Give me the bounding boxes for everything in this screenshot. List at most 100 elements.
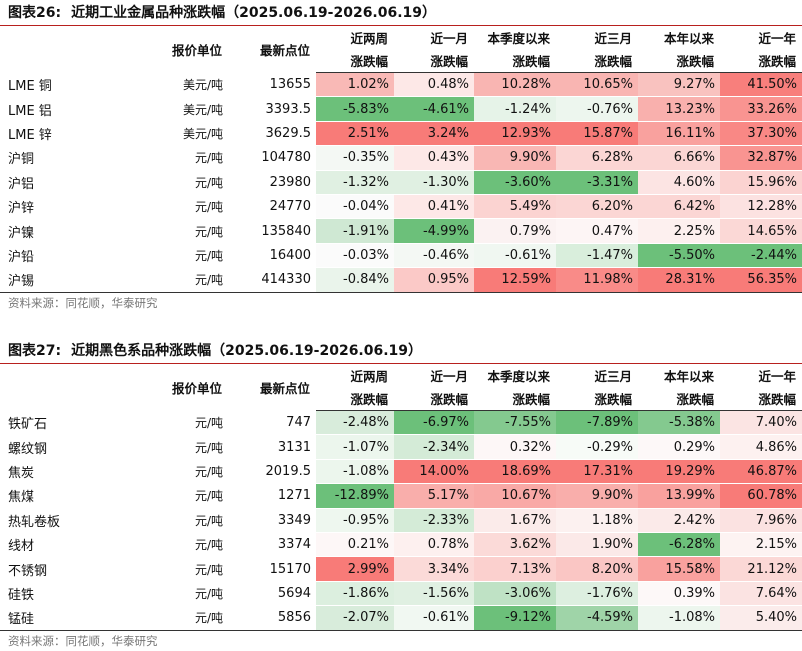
change-cell: -1.56% — [394, 581, 474, 607]
row-unit: 元/吨 — [96, 581, 228, 607]
change-cell: -0.35% — [316, 145, 394, 171]
change-cell: 9.90% — [474, 145, 556, 171]
row-name: 螺纹钢 — [0, 434, 96, 460]
header-col-line1: 近三月 — [594, 31, 632, 46]
change-cell: 33.26% — [720, 96, 802, 122]
header-col-line1: 近一年 — [758, 369, 796, 384]
change-cell: 15.96% — [720, 170, 802, 195]
change-cell: -3.06% — [474, 581, 556, 607]
row-price: 15170 — [228, 556, 316, 582]
change-cell: -0.04% — [316, 194, 394, 220]
change-cell: -1.07% — [316, 434, 394, 460]
row-unit: 元/吨 — [96, 459, 228, 485]
table-row: 沪锌 元/吨 24770 -0.04% 0.41% 5.49% 6.20% 6.42% 12.2… — [0, 194, 802, 220]
change-cell: 10.67% — [474, 483, 556, 509]
change-cell: -6.28% — [638, 532, 720, 558]
header-col-line1: 近一月 — [430, 369, 468, 384]
header-unit: 报价单位 — [171, 380, 222, 396]
row-price: 3349 — [228, 508, 316, 533]
header-col-line1: 本季度以来 — [487, 369, 550, 384]
change-cell: -1.30% — [394, 170, 474, 195]
figure-ferrous-metals: 图表27: 近期黑色系品种涨跌幅（2025.06.19-2026.06.19） 报… — [0, 338, 802, 651]
table-body: LME 铜美元/吨 13655 1.02% 0.48% 10.28% 10.65% 9.27… — [0, 72, 802, 293]
header-col-line2: 涨跌幅 — [394, 49, 474, 73]
change-cell: 7.13% — [474, 556, 556, 582]
header-col-line2: 涨跌幅 — [316, 49, 394, 73]
change-cell: 14.65% — [720, 218, 802, 244]
change-cell: 0.21% — [316, 532, 394, 558]
change-cell: 28.31% — [638, 267, 720, 293]
table-row: 沪锡 元/吨 414330 -0.84% 0.95% 12.59% 11.98% 28.31%… — [0, 267, 802, 293]
change-cell: -2.07% — [316, 605, 394, 631]
change-cell: 0.41% — [394, 194, 474, 220]
row-unit: 元/吨 — [96, 145, 228, 171]
change-cell: -1.08% — [316, 459, 394, 485]
ferrous-metals-table: 报价单位 最新点位 近两周 近一月 本季度以来 近三月 本年以来 近一年 涨跌幅… — [0, 364, 802, 631]
header-row-1: 报价单位 最新点位 近两周 近一月 本季度以来 近三月 本年以来 近一年 — [0, 364, 802, 396]
header-col-line2: 涨跌幅 — [556, 387, 638, 411]
row-name: 沪锡 — [0, 267, 96, 293]
change-cell: -1.91% — [316, 218, 394, 244]
source-note: 资料来源：同花顺，华泰研究 — [8, 633, 158, 648]
row-name: 热轧卷板 — [0, 508, 96, 533]
change-cell: 19.29% — [638, 459, 720, 485]
change-cell: 13.99% — [638, 483, 720, 509]
change-cell: 6.66% — [638, 145, 720, 171]
change-cell: 2.25% — [638, 218, 720, 244]
row-name: 硅铁 — [0, 581, 96, 607]
row-price: 414330 — [228, 267, 316, 293]
change-cell: 0.78% — [394, 532, 474, 558]
change-cell: -3.60% — [474, 170, 556, 195]
header-col-line2: 涨跌幅 — [474, 49, 556, 73]
change-cell: 12.28% — [720, 194, 802, 220]
row-price: 1271 — [228, 483, 316, 509]
change-cell: 0.48% — [394, 72, 474, 98]
table-row: 不锈钢 元/吨 15170 2.99% 3.34% 7.13% 8.20% 15.58% 21.… — [0, 556, 802, 582]
table-body: 铁矿石 元/吨 747 -2.48% -6.97% -7.55% -7.89% -5.38% 7… — [0, 410, 802, 631]
change-cell: 18.69% — [474, 459, 556, 485]
header-col-line2: 涨跌幅 — [316, 387, 394, 411]
change-cell: 1.90% — [556, 532, 638, 558]
figure-title-text: 近期工业金属品种涨跌幅（2025.06.19-2026.06.19） — [71, 5, 437, 21]
change-cell: 17.31% — [556, 459, 638, 485]
row-name: LME 铝 — [0, 96, 96, 122]
change-cell: -0.84% — [316, 267, 394, 293]
change-cell: 10.65% — [556, 72, 638, 98]
table-row: 沪镍 元/吨 135840 -1.91% -4.99% 0.79% 0.47% 2.25% 14… — [0, 218, 802, 244]
header-col-line2: 涨跌幅 — [556, 49, 638, 73]
row-price: 2019.5 — [228, 459, 316, 485]
table-row: 硅铁 元/吨 5694 -1.86% -1.56% -3.06% -1.76% 0.39% 7.… — [0, 581, 802, 607]
header-col-line2: 涨跌幅 — [474, 387, 556, 411]
change-cell: 15.58% — [638, 556, 720, 582]
header-col-line2: 涨跌幅 — [720, 49, 802, 73]
row-unit: 元/吨 — [96, 170, 228, 195]
row-price: 16400 — [228, 243, 316, 269]
change-cell: 12.59% — [474, 267, 556, 293]
header-col-line1: 近两周 — [350, 369, 388, 384]
change-cell: 16.11% — [638, 121, 720, 147]
industrial-metals-table: 报价单位 最新点位 近两周 近一月 本季度以来 近三月 本年以来 近一年 涨跌幅… — [0, 26, 802, 293]
row-name: LME 锌 — [0, 121, 96, 147]
header-price: 最新点位 — [259, 42, 310, 58]
change-cell: -2.48% — [316, 410, 394, 436]
change-cell: 21.12% — [720, 556, 802, 582]
change-cell: -0.61% — [474, 243, 556, 269]
table-row: 热轧卷板 元/吨 3349 -0.95% -2.33% 1.67% 1.18% 2.42% 7.… — [0, 508, 802, 533]
table-row: LME 锌美元/吨 3629.5 2.51% 3.24% 12.93% 15.87% 16.… — [0, 121, 802, 147]
change-cell: -5.38% — [638, 410, 720, 436]
change-cell: -0.29% — [556, 434, 638, 460]
change-cell: -0.76% — [556, 96, 638, 122]
change-cell: 32.87% — [720, 145, 802, 171]
change-cell: 46.87% — [720, 459, 802, 485]
row-unit: 元/吨 — [96, 556, 228, 582]
change-cell: 0.47% — [556, 218, 638, 244]
change-cell: 4.86% — [720, 434, 802, 460]
change-cell: 3.24% — [394, 121, 474, 147]
row-unit: 美元/吨 — [96, 96, 228, 122]
change-cell: 4.60% — [638, 170, 720, 195]
row-unit: 元/吨 — [96, 605, 228, 631]
table-row: 螺纹钢 元/吨 3131 -1.07% -2.34% 0.32% -0.29% 0.29% 4.… — [0, 434, 802, 460]
change-cell: -7.89% — [556, 410, 638, 436]
change-cell: 2.42% — [638, 508, 720, 533]
source-note: 资料来源：同花顺，华泰研究 — [8, 295, 158, 310]
